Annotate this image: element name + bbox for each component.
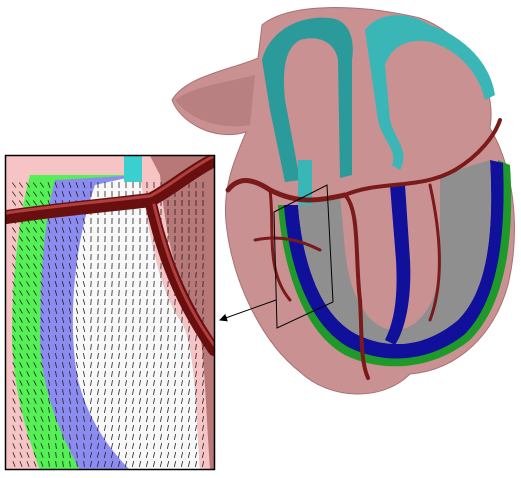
- fiber-dash: [119, 299, 120, 305]
- figure: [0, 0, 521, 478]
- fiber-dash: [105, 299, 106, 305]
- fiber-dash: [133, 299, 134, 305]
- fiber-dash: [91, 299, 92, 305]
- fiber-dash: [175, 299, 176, 305]
- fiber-dash: [126, 299, 127, 305]
- teal-patch: [124, 156, 142, 182]
- fiber-dash: [168, 299, 169, 305]
- fiber-dash: [154, 299, 155, 305]
- fiber-dash: [161, 299, 162, 305]
- page: (() => { const svg = document.getElement…: [0, 0, 521, 478]
- fiber-dash: [203, 299, 204, 305]
- fiber-dash: [112, 299, 113, 305]
- fiber-dash: [147, 299, 148, 305]
- fiber-dash: [140, 299, 141, 305]
- heart: [172, 8, 514, 394]
- inset: [0, 156, 215, 471]
- fiber-dash: [196, 299, 197, 305]
- fiber-dash: [98, 299, 99, 305]
